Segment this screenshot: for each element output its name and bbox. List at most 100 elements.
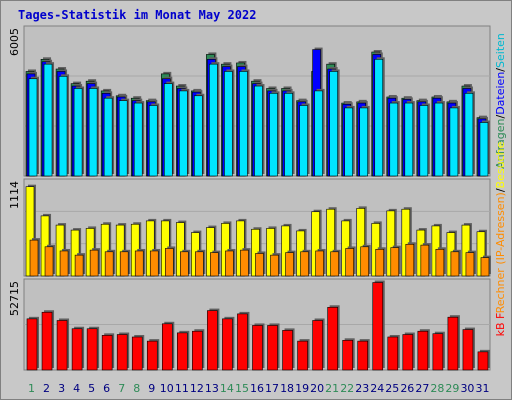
legend-kbytes: kB F bbox=[494, 313, 507, 337]
bar-seiten-day-18 bbox=[284, 93, 293, 177]
day-label-6: 6 bbox=[103, 382, 110, 395]
day-label-23: 23 bbox=[355, 382, 369, 395]
day-label-18: 18 bbox=[280, 382, 294, 395]
bar-rechner-day-21 bbox=[330, 251, 339, 277]
bar-seiten-day-30 bbox=[464, 93, 474, 177]
bar-rechner-day-16 bbox=[255, 253, 264, 277]
bar-rechner-day-20 bbox=[315, 250, 324, 277]
day-label-12: 12 bbox=[190, 382, 204, 395]
day-label-19: 19 bbox=[295, 382, 309, 395]
bar-seiten-day-2 bbox=[43, 63, 53, 177]
day-label-14: 14 bbox=[220, 382, 234, 395]
bar-kb-day-10 bbox=[161, 323, 173, 371]
bar-seiten-day-1 bbox=[28, 78, 38, 177]
bar-kb-day-7 bbox=[116, 334, 128, 371]
bar-kb-day-9 bbox=[146, 340, 158, 371]
bar-kb-day-8 bbox=[131, 336, 143, 371]
legend-hits-files-pages: Anfragen/Dateien/Seiten bbox=[494, 33, 507, 169]
bar-kb-day-31 bbox=[477, 351, 489, 371]
bar-kb-day-18 bbox=[282, 330, 293, 371]
bar-kb-day-25 bbox=[387, 336, 399, 371]
legend-kbytes-part: kB F bbox=[494, 313, 507, 337]
bar-rechner-day-27 bbox=[420, 244, 430, 277]
day-label-17: 17 bbox=[265, 382, 279, 395]
day-label-20: 20 bbox=[310, 382, 324, 395]
bar-seiten-day-17 bbox=[269, 93, 278, 177]
day-label-31: 31 bbox=[475, 382, 489, 395]
bar-kb-day-27 bbox=[417, 330, 429, 371]
bar-kb-day-30 bbox=[462, 329, 474, 371]
bar-seiten-day-25 bbox=[389, 102, 399, 177]
legend-hits-files-pages-part: Dateien bbox=[494, 72, 507, 115]
bar-rechner-day-19 bbox=[300, 251, 309, 277]
bar-rechner-day-23 bbox=[360, 246, 370, 277]
bar-seiten-day-23 bbox=[359, 107, 369, 177]
bar-rechner-day-12 bbox=[195, 251, 204, 277]
bar-kb-day-29 bbox=[447, 316, 459, 371]
bar-seiten-day-4 bbox=[73, 88, 83, 177]
bar-seiten-day-28 bbox=[434, 102, 444, 177]
bar-seiten-day-7 bbox=[118, 100, 128, 177]
day-label-27: 27 bbox=[415, 382, 429, 395]
bar-kb-day-16 bbox=[252, 325, 263, 371]
bar-seiten-day-3 bbox=[58, 76, 68, 177]
bar-rechner-day-8 bbox=[134, 250, 144, 277]
bar-seiten-day-9 bbox=[148, 105, 158, 177]
bar-seiten-day-20 bbox=[314, 90, 323, 177]
day-label-13: 13 bbox=[205, 382, 219, 395]
day-label-1: 1 bbox=[28, 382, 35, 395]
bar-rechner-day-9 bbox=[149, 250, 159, 277]
y-max-label-1: 6005 bbox=[8, 28, 21, 56]
day-label-5: 5 bbox=[88, 382, 95, 395]
bar-kb-day-22 bbox=[342, 339, 353, 371]
bar-rechner-day-31 bbox=[480, 257, 490, 277]
legend-hits-files-pages-part: / bbox=[494, 68, 507, 72]
day-label-22: 22 bbox=[340, 382, 354, 395]
bar-kb-day-15 bbox=[237, 313, 248, 371]
bar-rechner-day-1 bbox=[29, 239, 39, 277]
day-label-25: 25 bbox=[385, 382, 399, 395]
bar-kb-day-2 bbox=[41, 311, 53, 371]
bar-rechner-day-15 bbox=[240, 249, 249, 277]
day-label-28: 28 bbox=[430, 382, 444, 395]
day-label-11: 11 bbox=[175, 382, 189, 395]
day-label-10: 10 bbox=[160, 382, 174, 395]
bar-seiten-day-11 bbox=[179, 90, 188, 177]
bar-seiten-day-29 bbox=[449, 107, 459, 177]
bar-kb-day-6 bbox=[101, 335, 113, 371]
chart-title: Tages-Statistik im Monat May 2022 bbox=[18, 8, 257, 22]
day-label-16: 16 bbox=[250, 382, 264, 395]
bar-kb-day-28 bbox=[432, 333, 444, 371]
bar-rechner-day-14 bbox=[225, 250, 234, 277]
bar-seiten-day-31 bbox=[479, 122, 489, 177]
bar-rechner-day-24 bbox=[375, 248, 385, 277]
bar-rechner-day-7 bbox=[119, 251, 129, 277]
bar-kb-day-23 bbox=[357, 340, 369, 371]
day-label-26: 26 bbox=[400, 382, 414, 395]
bar-seiten-day-13 bbox=[209, 63, 218, 177]
legend-hits-files-pages-part: Seiten bbox=[494, 33, 507, 68]
bar-seiten-day-12 bbox=[194, 95, 203, 177]
bar-seiten-day-27 bbox=[419, 105, 429, 177]
y-max-label-3: 52715 bbox=[8, 281, 21, 316]
bar-rechner-day-22 bbox=[345, 248, 354, 277]
bar-rechner-day-29 bbox=[450, 251, 460, 277]
bar-rechner-day-28 bbox=[435, 248, 445, 277]
bar-kb-day-14 bbox=[222, 318, 233, 371]
bar-kb-day-12 bbox=[192, 330, 203, 371]
bar-kb-day-4 bbox=[71, 328, 83, 371]
y-max-label-2: 1114 bbox=[8, 181, 21, 209]
bar-seiten-day-14 bbox=[224, 71, 233, 177]
bar-rechner-day-25 bbox=[390, 247, 400, 277]
bar-kb-day-3 bbox=[56, 320, 68, 371]
bar-seiten-day-8 bbox=[133, 102, 143, 177]
bar-kb-day-11 bbox=[177, 332, 188, 371]
bar-kb-day-5 bbox=[86, 328, 98, 371]
day-label-21: 21 bbox=[325, 382, 339, 395]
day-label-30: 30 bbox=[460, 382, 474, 395]
bar-kb-day-24 bbox=[372, 282, 384, 371]
bar-seiten-day-5 bbox=[88, 88, 98, 177]
bar-rechner-day-3 bbox=[59, 250, 69, 277]
day-label-15: 15 bbox=[235, 382, 249, 395]
